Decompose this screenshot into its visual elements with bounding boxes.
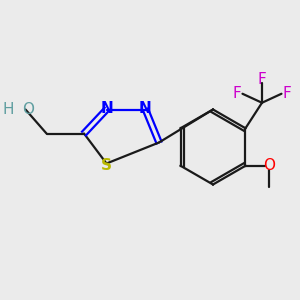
- Text: N: N: [100, 100, 113, 116]
- Text: F: F: [283, 86, 291, 101]
- Text: N: N: [139, 100, 152, 116]
- Text: O: O: [263, 158, 275, 173]
- Text: F: F: [258, 72, 266, 87]
- Text: S: S: [101, 158, 112, 172]
- Text: O: O: [22, 102, 34, 117]
- Text: H: H: [2, 102, 14, 117]
- Text: F: F: [233, 86, 242, 101]
